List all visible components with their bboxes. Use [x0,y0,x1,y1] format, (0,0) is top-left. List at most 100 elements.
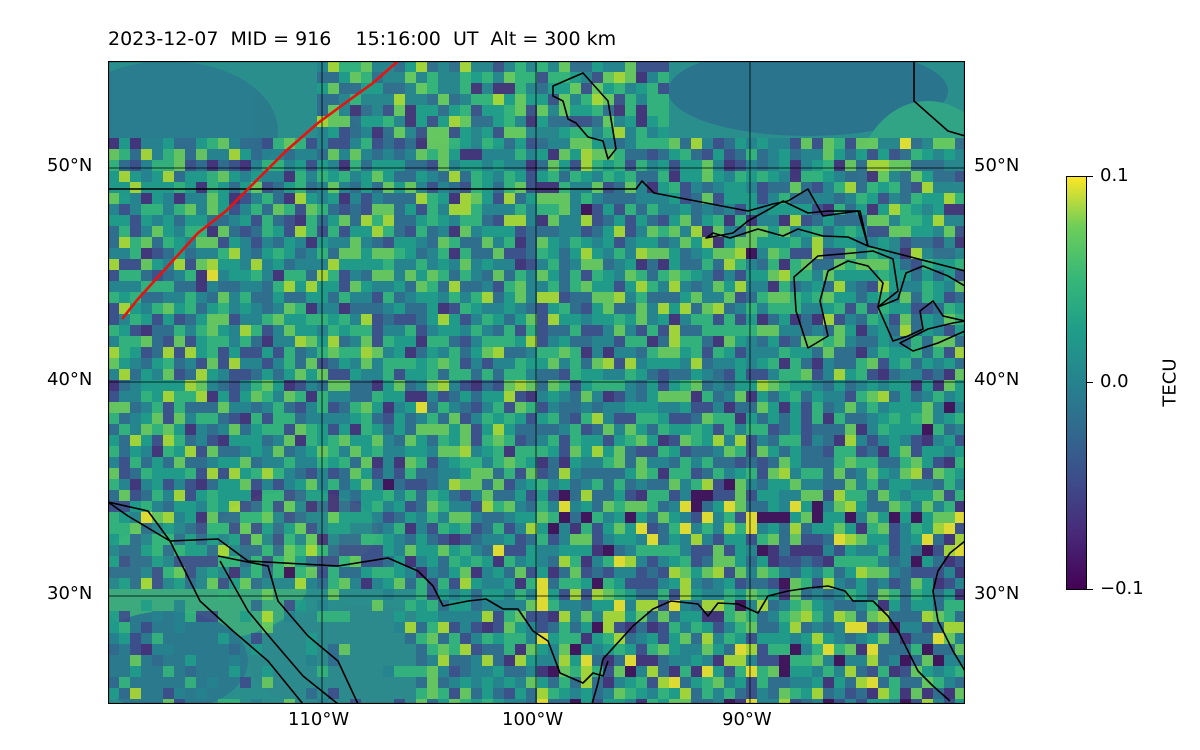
tec-pixel [592,666,603,677]
tec-pixel [372,556,383,567]
tec-pixel [724,369,735,380]
tec-pixel [427,413,438,424]
tec-pixel [218,589,229,600]
tec-pixel [372,248,383,259]
tec-pixel [537,490,548,501]
tec-pixel [218,468,229,479]
tec-pixel [141,424,152,435]
tec-pixel [779,633,790,644]
tec-pixel [911,512,922,523]
tec-pixel [405,215,416,226]
tec-pixel [196,182,207,193]
tec-pixel [856,358,867,369]
tec-pixel [856,248,867,259]
tec-pixel [339,182,350,193]
tec-pixel [515,633,526,644]
tec-pixel [537,633,548,644]
tec-pixel [944,336,955,347]
tec-pixel [141,314,152,325]
tec-pixel [614,655,625,666]
tec-pixel [284,171,295,182]
tec-pixel [922,589,933,600]
tec-pixel [196,281,207,292]
tec-pixel [812,270,823,281]
tec-pixel [163,688,174,699]
tec-pixel [240,325,251,336]
tec-pixel [636,358,647,369]
tec-pixel [625,644,636,655]
tec-pixel [614,534,625,545]
tec-pixel [339,644,350,655]
tec-pixel [361,204,372,215]
tec-pixel [603,193,614,204]
tec-pixel [559,644,570,655]
tec-pixel [471,138,482,149]
tec-pixel [482,358,493,369]
tec-pixel [119,380,130,391]
tec-pixel [262,622,273,633]
tec-pixel [922,633,933,644]
tec-pixel [405,413,416,424]
tec-pixel [185,358,196,369]
tec-pixel [306,380,317,391]
tec-pixel [152,424,163,435]
tec-pixel [317,457,328,468]
tec-pixel [350,83,361,94]
tec-pixel [350,380,361,391]
tec-pixel [603,325,614,336]
tec-pixel [405,391,416,402]
tec-pixel [592,160,603,171]
tec-pixel [713,567,724,578]
tec-pixel [900,699,911,704]
tec-pixel [933,149,944,160]
tec-pixel [548,116,559,127]
tec-pixel [790,512,801,523]
tec-pixel [581,699,592,704]
tec-pixel [768,138,779,149]
tec-pixel [130,655,141,666]
tec-pixel [746,182,757,193]
tec-pixel [834,655,845,666]
tec-pixel [746,215,757,226]
tec-pixel [801,215,812,226]
tec-pixel [383,391,394,402]
tec-pixel [438,655,449,666]
tec-pixel [944,303,955,314]
tec-pixel [361,545,372,556]
tec-pixel [867,237,878,248]
tec-pixel [394,61,405,72]
tec-pixel [834,182,845,193]
tec-pixel [493,578,504,589]
tec-pixel [372,303,383,314]
tec-pixel [427,380,438,391]
tec-pixel [867,633,878,644]
tec-pixel [207,611,218,622]
tec-pixel [262,391,273,402]
tec-pixel [273,347,284,358]
tec-pixel [460,413,471,424]
tec-pixel [845,556,856,567]
tec-pixel [647,193,658,204]
tec-pixel [944,468,955,479]
tec-pixel [251,424,262,435]
tec-pixel [889,501,900,512]
tec-pixel [724,446,735,457]
tec-pixel [130,567,141,578]
tec-pixel [746,523,757,534]
tec-pixel [647,534,658,545]
tec-pixel [372,413,383,424]
tec-pixel [922,325,933,336]
tec-map[interactable] [108,61,965,704]
tec-pixel [328,72,339,83]
tec-pixel [262,578,273,589]
tec-pixel [702,677,713,688]
tec-pixel [867,490,878,501]
tec-pixel [867,193,878,204]
tec-pixel [889,512,900,523]
tec-pixel [889,358,900,369]
tec-pixel [251,567,262,578]
tec-pixel [361,94,372,105]
tec-pixel [471,424,482,435]
tec-pixel [449,578,460,589]
tec-pixel [614,435,625,446]
